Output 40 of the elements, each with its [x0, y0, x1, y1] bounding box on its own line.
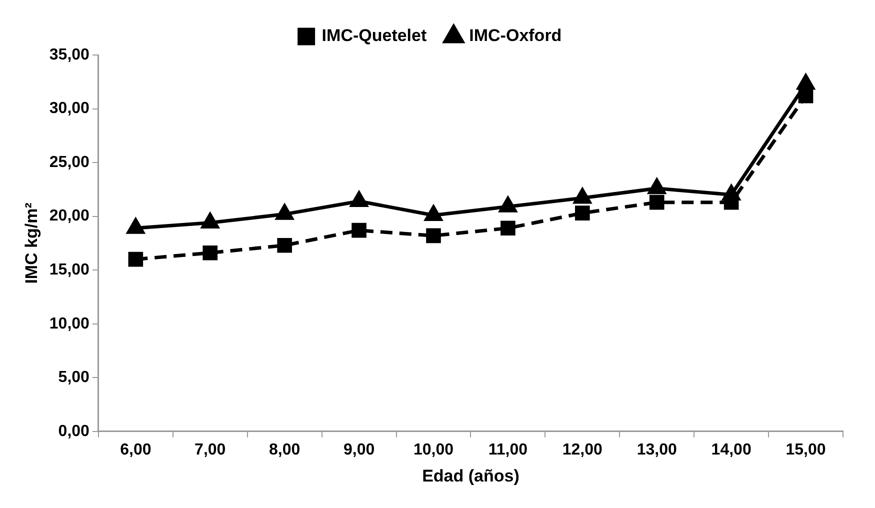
x-tick-label: 9,00	[343, 441, 375, 458]
x-tick-label: 13,00	[636, 441, 677, 458]
point	[648, 178, 666, 194]
y-tick-label: 15,00	[49, 261, 90, 278]
x-tick-label: 7,00	[194, 441, 226, 458]
point	[277, 238, 292, 253]
x-axis-title: Edad (años)	[422, 466, 520, 486]
y-tick-label: 10,00	[49, 315, 90, 332]
point	[574, 188, 592, 204]
y-tick-label: 30,00	[49, 100, 90, 118]
point	[499, 196, 517, 212]
point	[350, 192, 368, 208]
point	[424, 205, 442, 221]
y-tick-label: 5,00	[58, 369, 90, 386]
point	[276, 204, 294, 220]
y-tick-label: 20,00	[49, 208, 90, 225]
point	[201, 213, 219, 229]
point	[352, 222, 366, 238]
x-tick-label: 12,00	[562, 441, 603, 458]
y-tick-label: 25,00	[49, 154, 90, 171]
y-tick-label: 35,00	[49, 46, 90, 64]
point	[500, 220, 516, 236]
point	[724, 194, 739, 210]
point	[202, 245, 218, 260]
y-tick-label: 0,00	[58, 422, 90, 440]
point	[574, 206, 590, 220]
x-tick-label: 11,00	[488, 441, 528, 458]
point	[426, 228, 441, 244]
point	[126, 218, 144, 234]
x-tick-label: 6,00	[120, 441, 152, 458]
x-tick-label: 8,00	[269, 441, 300, 458]
x-tick-label: 15,00	[786, 441, 826, 458]
point	[128, 252, 144, 267]
legend-label: IMC-Oxford	[469, 26, 562, 46]
point	[649, 194, 664, 210]
legend-label: IMC-Quetelet	[322, 26, 427, 46]
x-tick-label: 14,00	[711, 441, 752, 458]
y-axis-title: IMC kg/m²	[22, 202, 41, 284]
point	[797, 74, 814, 90]
x-tick-label: 10,00	[413, 441, 454, 458]
